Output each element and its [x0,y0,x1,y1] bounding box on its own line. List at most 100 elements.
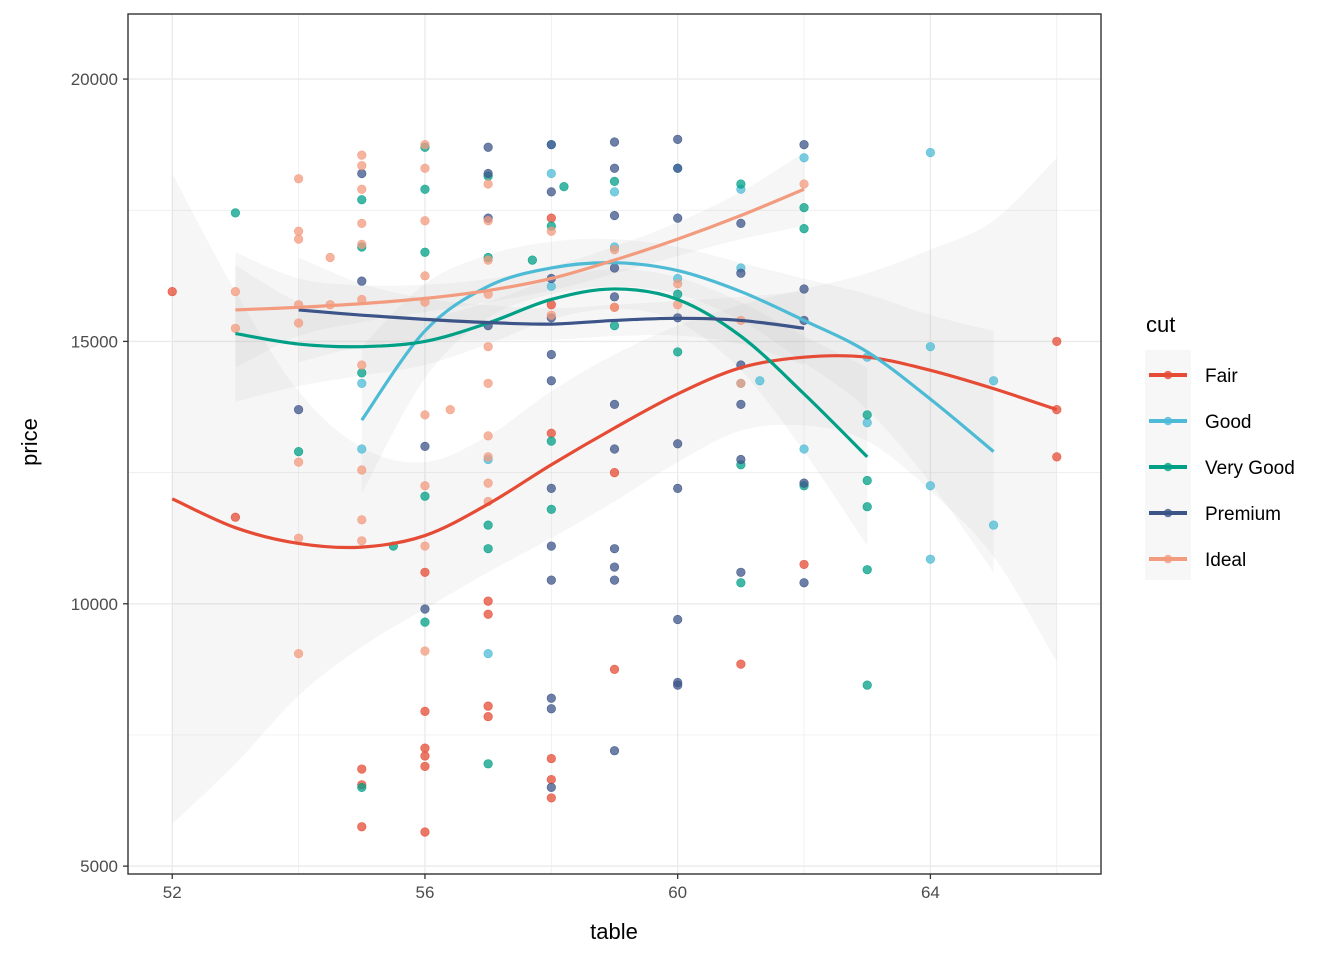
point-ideal [420,216,430,226]
panel-frame [127,13,1102,875]
point-ideal [420,410,430,420]
y-tick-label: 5000 [80,857,118,876]
point-very-good [546,504,556,514]
point-good [925,342,936,352]
point-ideal [420,140,430,150]
smooth-lines [171,187,1058,550]
smooth-line-very-good [235,287,869,458]
point-ideal [609,244,620,255]
point-premium [673,134,683,145]
point-ideal [483,255,493,265]
point-ideal [357,360,367,370]
y-axis-title: price [17,418,42,466]
ribbon-very-good [235,265,868,547]
point-premium [673,163,683,173]
point-fair [799,559,809,570]
x-axis-title: table [590,919,638,944]
point-ideal [293,457,304,467]
point-premium [546,541,556,551]
point-premium [420,441,430,451]
x-tick-label: 60 [668,883,687,902]
point-premium [609,562,620,572]
point-good [925,147,936,158]
point-ideal [420,481,430,491]
legend-label-fair: Fair [1205,366,1238,387]
point-very-good [420,491,430,501]
point-ideal [357,536,367,546]
point-ideal [546,310,556,320]
point-premium [483,168,493,179]
point-good [609,187,620,197]
point-very-good [559,182,569,192]
point-premium [609,575,620,585]
point-fair [609,664,620,674]
point-very-good [862,565,872,575]
point-very-good [357,195,367,205]
point-fair [483,711,493,722]
point-very-good [609,176,620,186]
point-fair [420,761,430,772]
point-premium [609,544,620,554]
legend-title: cut [1146,312,1175,337]
point-fair [546,774,556,785]
point-ideal [357,150,367,160]
point-fair [546,213,556,223]
point-ideal [293,234,304,244]
point-good [755,376,765,386]
point-good [799,444,809,454]
point-very-good [673,347,683,357]
smooth-line-good [360,261,995,453]
point-premium [420,604,430,614]
point-premium [673,213,683,223]
point-very-good [609,321,620,331]
point-premium [736,454,746,465]
y-tick-label: 10000 [71,595,118,614]
x-tick-label: 64 [921,883,940,902]
point-good [357,378,367,388]
point-fair [420,751,430,761]
point-fair [483,701,493,711]
point-ideal [673,279,683,289]
point-very-good [420,617,430,627]
point-ideal [799,179,809,189]
point-very-good [483,759,493,769]
point-good [988,376,999,386]
point-fair [420,706,430,716]
legend: cut Fair Good Very Good Premium Ideal [1145,312,1295,580]
point-ideal [357,218,367,228]
point-good [988,520,999,530]
point-fair [420,827,430,837]
point-very-good [483,544,493,554]
point-ideal [230,286,241,297]
point-premium [546,483,556,493]
legend-key-point-good [1163,416,1173,426]
point-good [925,554,936,564]
y-tick-label: 15000 [71,332,118,351]
point-ideal [420,646,430,656]
point-fair [483,609,493,619]
point-premium [546,140,556,150]
point-premium [546,376,556,386]
point-ideal [483,478,493,488]
point-premium [293,405,304,415]
point-fair [483,596,493,606]
legend-label-good: Good [1205,412,1251,433]
smooth-line-fair [171,354,1058,550]
point-very-good [862,680,872,690]
point-fair [1052,452,1062,462]
point-ideal [546,226,556,236]
point-fair [167,286,177,297]
point-ideal [325,252,335,263]
point-very-good [862,502,872,512]
point-premium [609,399,620,409]
point-premium [546,575,556,585]
point-fair [546,428,556,438]
legend-label-ideal: Ideal [1205,550,1246,571]
point-good [546,168,556,179]
point-very-good [862,475,872,486]
point-premium [357,168,367,179]
point-good [357,444,367,454]
legend-key-point-fair [1163,370,1173,380]
smooth-line-ideal [235,187,805,312]
